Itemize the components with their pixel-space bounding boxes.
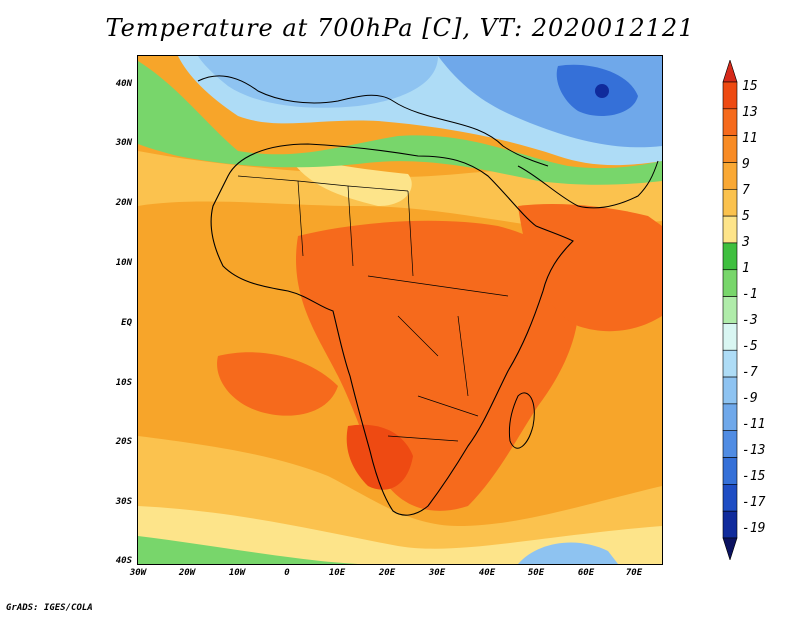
lon-label: 40E [478,568,496,578]
madagascar-coastline [508,392,535,449]
lat-label: 20S [115,437,132,447]
field-lightyellow-sahara [288,156,412,206]
colorbar-label: 3 [742,235,750,250]
colorbar-label: -11 [742,417,766,432]
lon-label: 60E [577,568,595,578]
colorbar-label: 11 [742,131,758,146]
colorbar-segment [722,135,738,163]
field-blue-south [518,542,618,564]
colorbar-label: -5 [742,339,758,354]
colorbar-label: 5 [742,209,750,224]
colorbar-segment [722,215,738,244]
lon-label: 20E [378,568,396,578]
colorbar-segment [722,81,738,110]
field-red-south [346,424,413,490]
field-green-band [138,61,662,185]
lat-label: 10N [115,258,132,268]
map-title: Temperature at 700hPa [C], VT: 202001212… [105,14,695,42]
colorbar-segment [722,349,738,378]
field-lightyellow-south [138,506,662,564]
lon-label: 50E [527,568,545,578]
colorbar-segment [722,430,738,458]
colorbar-label: -3 [742,313,758,328]
field-orange-atlantic [217,352,338,416]
colorbar-segment [722,484,738,512]
grads-credit: GrADS: IGES/COLA [6,603,93,613]
arabia-coastline [517,160,659,209]
colorbar-top-arrow [722,60,738,83]
country-borders [237,175,509,442]
colorbar-label: -7 [742,365,758,380]
colorbar-segment [722,242,738,271]
colorbar-segment [722,457,738,485]
lat-label: 30N [115,138,132,148]
colorbar [722,60,738,560]
mediterranean-coastline [197,75,549,167]
lon-label: 30E [428,568,446,578]
colorbar-segment [722,510,738,539]
field-blue-west [198,56,438,108]
lat-label: EQ [121,318,132,328]
lat-label: 40N [115,79,132,89]
colorbar-segment [722,162,738,190]
lat-label: 40S [115,556,132,566]
lon-label: 0 [284,568,290,578]
colorbar-label: -1 [742,287,758,302]
colorbar-segment [722,188,738,217]
colorbar-segment [722,403,738,432]
colorbar-label: 15 [742,79,758,94]
lon-label: 20W [178,568,196,578]
colorbar-label: -17 [742,495,766,510]
colorbar-label: 9 [742,157,750,172]
lon-label: 10W [228,568,246,578]
colorbar-segment [722,296,738,324]
field-green-south [138,536,358,564]
lon-label: 70E [625,568,643,578]
colorbar-segment [722,269,738,297]
colorbar-label: -15 [742,469,766,484]
field-minimum [595,84,609,98]
colorbar-label: -13 [742,443,766,458]
colorbar-label: -9 [742,391,758,406]
temperature-field [138,56,662,564]
lat-label: 10S [115,378,132,388]
colorbar-segment [722,323,738,351]
colorbar-label: 1 [742,261,750,276]
lon-label: 30W [129,568,147,578]
colorbar-label: 13 [742,105,758,120]
lon-label: 10E [328,568,346,578]
colorbar-label: 7 [742,183,750,198]
colorbar-segment [722,376,738,405]
temperature-map [137,55,663,565]
colorbar-segment [722,108,738,136]
lat-label: 30S [115,497,132,507]
field-orange-indian [518,204,662,332]
lat-label: 20N [115,198,132,208]
colorbar-bottom-arrow [722,537,738,560]
colorbar-label: -19 [742,521,766,536]
africa-coastline [210,143,574,516]
